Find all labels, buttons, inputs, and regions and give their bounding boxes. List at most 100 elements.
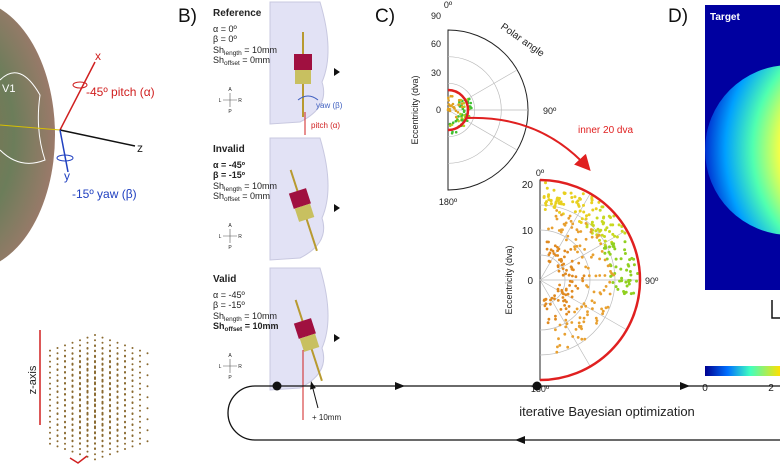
grid-point [64, 371, 66, 373]
grid-point [71, 412, 74, 415]
alpha: α = -45º [213, 160, 246, 170]
grid-point [71, 406, 74, 409]
sample-dot [582, 302, 586, 305]
compass-label: R [238, 364, 242, 370]
sample-dot [457, 119, 460, 123]
grid-point [94, 360, 96, 362]
grid-point [64, 387, 66, 390]
sample-dot [448, 104, 452, 107]
grid-point [131, 347, 134, 349]
sample-dot [581, 279, 585, 283]
grid-point [86, 433, 89, 436]
grid-point [139, 426, 141, 429]
grid-point [71, 439, 74, 442]
sample-dot [612, 273, 616, 277]
sample-dot [450, 123, 454, 126]
grid-point [79, 442, 81, 445]
sample-dot [595, 321, 598, 325]
sample-dot [577, 261, 581, 265]
marker-arrow [334, 204, 340, 212]
electrode-contacts [295, 70, 311, 84]
shank-sub: length [224, 316, 242, 323]
sample-dot [561, 273, 565, 277]
grid-point [116, 362, 119, 365]
sample-dot [600, 307, 603, 311]
sample-dot [573, 195, 577, 199]
grid-point [109, 354, 111, 357]
sample-dot [627, 278, 631, 282]
sample-dot [556, 345, 559, 349]
grid-point [116, 423, 119, 426]
grid-point [94, 403, 96, 406]
grid-point [49, 371, 51, 374]
shank-param: Shoffset = 10mm [213, 321, 279, 333]
shank-sub: offset [224, 196, 240, 203]
sample-dot [595, 319, 599, 322]
grid-point [124, 409, 126, 412]
sample-dot [614, 265, 618, 269]
compass-label: P [228, 109, 232, 115]
grid-point [56, 374, 59, 377]
compass-label: L [219, 98, 222, 104]
sample-dot [573, 310, 576, 314]
grid-point [124, 354, 126, 357]
grid-point [131, 429, 134, 432]
sample-dot [570, 196, 574, 199]
sample-dot [550, 296, 554, 300]
sample-dot [553, 297, 556, 301]
grid-point [71, 450, 74, 453]
sample-dot [585, 284, 588, 287]
shank-rest: = 0mm [240, 55, 270, 65]
sample-dot [571, 274, 574, 278]
sample-dot [612, 245, 616, 248]
grid-point [86, 352, 89, 355]
sample-dot [448, 124, 452, 127]
grid-point [116, 368, 119, 371]
compass-label: P [228, 245, 232, 251]
shank-param: Shlength = 10mm [213, 181, 277, 193]
grid-point [131, 385, 134, 388]
shank-rest: = 10mm [242, 45, 277, 55]
shank-base: Sh [213, 191, 224, 201]
grid-point [79, 393, 81, 395]
grid-point [49, 404, 51, 407]
grid-point [86, 428, 89, 431]
grid-point [124, 371, 126, 373]
sample-dot [564, 293, 568, 297]
shank-base: Sh [213, 321, 225, 331]
sample-dot [553, 294, 556, 297]
sample-dot [578, 197, 582, 201]
sample-dot [601, 309, 605, 313]
sample-dot [611, 223, 615, 227]
grid-point [139, 371, 141, 374]
grid-point [49, 376, 51, 379]
grid-point [49, 409, 51, 412]
grid-point [116, 384, 119, 387]
grid-point [131, 440, 134, 443]
sample-dot [558, 283, 561, 287]
grid-point [146, 385, 149, 388]
grid-point [49, 393, 51, 396]
grid-point [124, 426, 126, 428]
sample-dot [451, 95, 454, 98]
pitch-arrow [72, 81, 88, 89]
sample-dot [572, 268, 575, 272]
grid-point [64, 365, 66, 368]
sample-dot [573, 245, 576, 249]
grid-point [116, 445, 119, 448]
grid-point [109, 431, 111, 434]
grid-point [101, 352, 104, 355]
grid-point [56, 445, 59, 448]
grid-point [56, 390, 59, 393]
panel-a: V1 x z y -45º pitch (α) -15º yaw (β) z-a… [0, 8, 155, 464]
sample-dot [578, 209, 582, 213]
grid-point [56, 396, 59, 399]
sample-dot [558, 258, 561, 262]
panel-label: B) [178, 6, 197, 27]
sample-dot [580, 255, 584, 259]
sample-dot [568, 214, 572, 218]
grid-point [139, 360, 141, 363]
